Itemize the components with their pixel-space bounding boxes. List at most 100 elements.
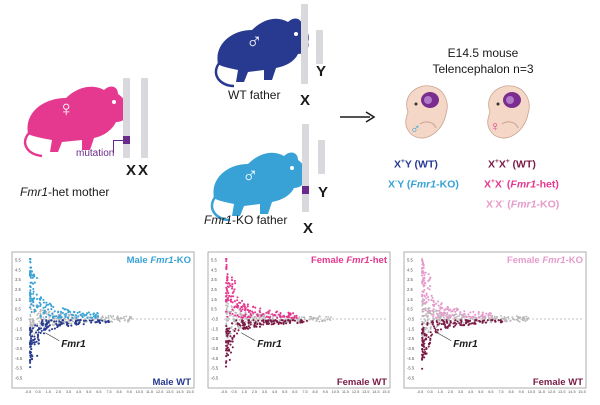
ma-point-gray bbox=[228, 314, 231, 317]
ma-point-up bbox=[474, 313, 477, 316]
ma-point-up bbox=[231, 283, 234, 286]
ma-point-up bbox=[79, 313, 82, 316]
ma-point-up bbox=[425, 293, 428, 297]
ma-point-up bbox=[251, 311, 255, 314]
ma-point-up bbox=[424, 271, 427, 274]
ma-point-gray bbox=[238, 327, 240, 330]
ma-point-gray bbox=[297, 317, 300, 320]
mother-mouse-tail bbox=[23, 131, 43, 158]
ma-point-down bbox=[428, 341, 431, 344]
ma-point-down bbox=[464, 322, 467, 325]
ma-point-down bbox=[229, 351, 233, 354]
ma-point-down bbox=[237, 322, 240, 325]
ma-point-down bbox=[444, 326, 448, 329]
ma-point-down bbox=[31, 327, 34, 330]
ma-point-down bbox=[30, 348, 33, 351]
ma-point-up bbox=[81, 316, 84, 319]
ma-point-gray bbox=[225, 322, 228, 325]
ma-point-up bbox=[246, 316, 249, 319]
ma-point-up bbox=[295, 316, 298, 319]
ma-point-up bbox=[424, 301, 427, 304]
ma-point-down bbox=[82, 323, 85, 326]
ma-point-up bbox=[472, 315, 475, 318]
ma-point-gray bbox=[523, 315, 525, 318]
ma-point-gray bbox=[51, 323, 54, 326]
ma-point-gray bbox=[421, 334, 423, 337]
ma-point-up bbox=[33, 281, 36, 284]
ma-point-down bbox=[31, 357, 34, 361]
ma-point-up bbox=[426, 310, 429, 313]
ma-point-up bbox=[422, 310, 425, 313]
ma-point-gray bbox=[464, 315, 467, 317]
ma-point-up bbox=[226, 273, 229, 276]
ma-point-down bbox=[252, 319, 255, 322]
ma-point-up bbox=[225, 287, 228, 290]
ma-point-down bbox=[453, 321, 456, 324]
y-tick-label: 2.5 bbox=[407, 287, 413, 292]
wt-father-x-letter: X bbox=[300, 92, 311, 109]
ma-point-up bbox=[439, 303, 443, 306]
ma-point-up bbox=[483, 315, 486, 318]
x-tick-label: 1.5 bbox=[46, 390, 51, 394]
ma-point-up bbox=[50, 305, 53, 308]
ma-point-up bbox=[432, 308, 435, 311]
ma-point-gray bbox=[488, 317, 491, 320]
ma-point-up bbox=[233, 288, 236, 291]
ma-point-down bbox=[74, 321, 77, 324]
ma-point-up bbox=[67, 311, 70, 314]
ma-point-gray bbox=[503, 317, 506, 320]
ma-point-up bbox=[436, 313, 439, 316]
ma-point-down bbox=[285, 322, 288, 325]
ma-point-up bbox=[32, 282, 35, 285]
ma-point-up bbox=[279, 312, 282, 315]
ma-point-up bbox=[455, 309, 458, 312]
ma-point-up bbox=[446, 313, 449, 316]
ma-point-up bbox=[233, 279, 236, 282]
ma-point-down bbox=[455, 322, 458, 325]
ma-point-down bbox=[40, 329, 43, 332]
ma-point-down bbox=[249, 323, 252, 326]
ma-point-up bbox=[428, 309, 431, 312]
ma-point-up bbox=[446, 306, 450, 309]
ma-point-up bbox=[225, 298, 228, 301]
ma-point-up bbox=[32, 273, 35, 276]
ma-point-gray bbox=[117, 319, 119, 321]
ma-point-up bbox=[225, 263, 228, 267]
ko-father-y-chromosome bbox=[318, 140, 325, 174]
x-tick-label: 11.5 bbox=[342, 390, 349, 394]
x-tick-label: 10.5 bbox=[528, 390, 535, 394]
ma-point-gray bbox=[226, 311, 229, 314]
ma-point-down bbox=[300, 320, 303, 323]
ma-point-down bbox=[445, 319, 448, 322]
ma-point-up bbox=[234, 314, 237, 317]
ma-point-down bbox=[423, 348, 426, 351]
ma-point-gray bbox=[237, 325, 240, 328]
ma-point-up bbox=[240, 310, 243, 313]
ma-point-down bbox=[458, 322, 461, 325]
ma-point-up bbox=[61, 307, 64, 310]
ma-point-down bbox=[224, 349, 228, 352]
ma-point-gray bbox=[55, 317, 58, 320]
fmr1-pointer-line bbox=[437, 332, 452, 342]
ma-point-up bbox=[440, 313, 443, 316]
ma-point-down bbox=[302, 320, 305, 323]
ma-point-down bbox=[481, 320, 484, 323]
ma-point-up bbox=[45, 315, 48, 318]
ma-point-gray bbox=[111, 321, 114, 323]
panel-title: Female Fmr1-het bbox=[311, 255, 388, 266]
ko-father-label: Fmr1-KO father bbox=[204, 213, 287, 227]
ma-point-up bbox=[421, 263, 424, 266]
ma-point-down bbox=[29, 328, 32, 331]
ma-point-gray bbox=[442, 316, 445, 319]
ko-father-label-gene: Fmr1 bbox=[204, 213, 232, 227]
y-tick-label: -3.5 bbox=[211, 346, 219, 351]
ma-point-up bbox=[458, 313, 461, 316]
ma-point-down bbox=[421, 358, 424, 361]
ma-point-gray bbox=[239, 312, 242, 314]
ma-point-down bbox=[239, 324, 242, 327]
ma-point-down bbox=[443, 322, 446, 325]
x-tick-label: 2.5 bbox=[252, 390, 257, 394]
arrow-icon bbox=[340, 111, 376, 123]
ma-point-up bbox=[30, 281, 33, 284]
ma-point-up bbox=[421, 259, 424, 262]
